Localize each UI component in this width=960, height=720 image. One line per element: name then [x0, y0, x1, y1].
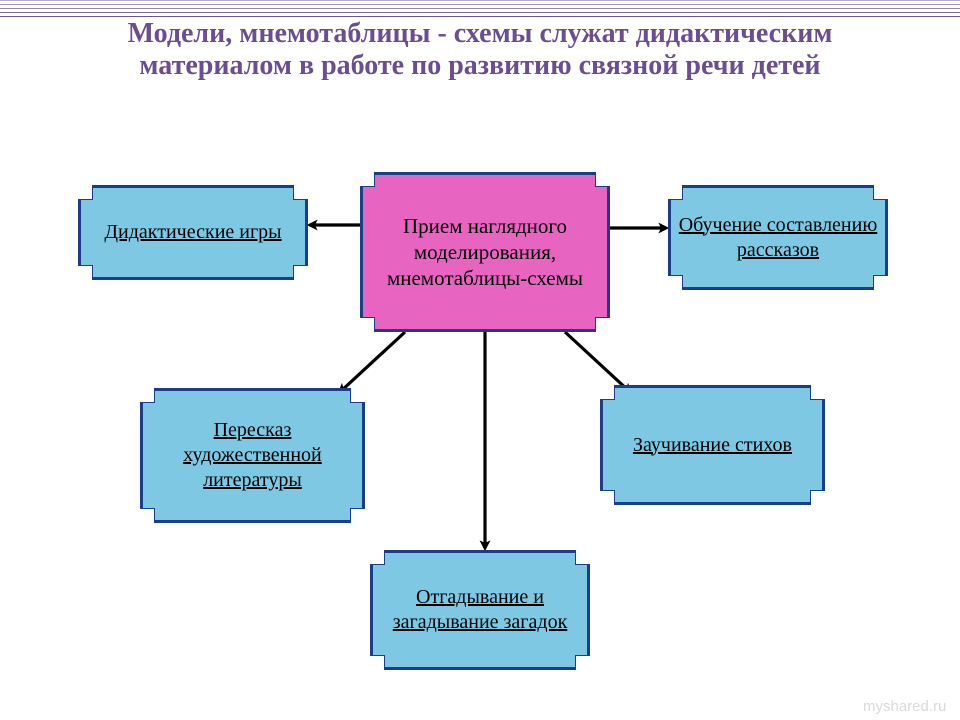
- central-node: Прием наглядного моделирования, мнемотаб…: [360, 172, 610, 332]
- leaf-story-teaching: Обучение составлению рассказов: [668, 185, 888, 290]
- leaf-literature-retelling: Пересказ художественной литературы: [140, 388, 365, 523]
- leaf-didactic-games: Дидактические игры: [78, 185, 308, 280]
- leaf-poem-memorizing: Заучивание стихов: [600, 385, 825, 505]
- leaf-label: Заучивание стихов: [633, 433, 792, 458]
- watermark: myshared.ru: [863, 698, 946, 715]
- slide-title: Модели, мнемотаблицы - схемы служат дида…: [60, 18, 900, 82]
- arrow: [340, 332, 405, 392]
- decor-line: [0, 16, 960, 17]
- decor-line: [0, 0, 960, 1]
- leaf-label: Отгадывание и загадывание загадок: [380, 585, 580, 635]
- arrow: [565, 332, 630, 392]
- leaf-riddles: Отгадывание и загадывание загадок: [370, 550, 590, 670]
- leaf-label: Дидактические игры: [104, 220, 281, 245]
- decor-line: [0, 8, 960, 9]
- leaf-label: Обучение составлению рассказов: [678, 213, 878, 263]
- leaf-label: Пересказ художественной литературы: [150, 418, 355, 493]
- decor-line: [0, 12, 960, 13]
- central-node-label: Прием наглядного моделирования, мнемотаб…: [370, 213, 600, 292]
- slide-canvas: Модели, мнемотаблицы - схемы служат дида…: [0, 0, 960, 720]
- decor-line: [0, 4, 960, 5]
